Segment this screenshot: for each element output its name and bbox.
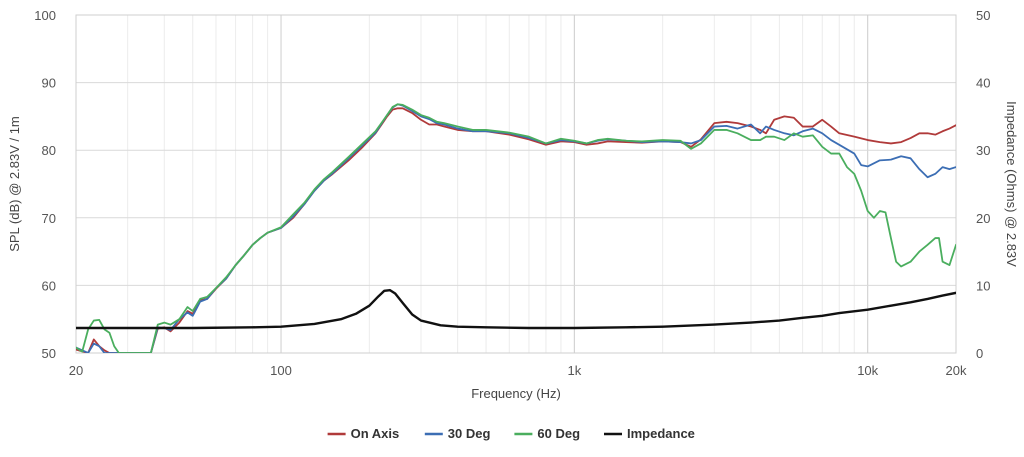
right-y-tick-label: 30	[976, 143, 990, 158]
x-tick-label: 20k	[946, 363, 967, 378]
left-y-axis-title: SPL (dB) @ 2.83V / 1m	[7, 116, 22, 252]
legend-item-30-deg[interactable]: 30 Deg	[424, 426, 491, 441]
legend[interactable]: On Axis 30 Deg 60 Deg Impedance	[327, 426, 695, 441]
legend-item-60-deg[interactable]: 60 Deg	[514, 426, 580, 441]
plot-area-border	[75, 14, 957, 354]
right-y-tick-label: 0	[976, 346, 983, 361]
x-tick-label: 20	[69, 363, 83, 378]
left-y-tick-label: 80	[42, 143, 56, 158]
left-y-tick-label: 90	[42, 76, 56, 91]
right-y-axis-title: Impedance (Ohms) @ 2.83V	[1004, 101, 1019, 267]
x-tick-label: 10k	[857, 363, 878, 378]
right-y-tick-label: 20	[976, 211, 990, 226]
minor-gridlines	[127, 15, 869, 353]
left-y-tick-label: 70	[42, 211, 56, 226]
legend-label: Impedance	[627, 426, 695, 441]
right-y-tick-label: 50	[976, 8, 990, 23]
series-line-60-deg	[76, 103, 956, 353]
series-line-impedance	[76, 288, 956, 330]
legend-item-impedance[interactable]: Impedance	[604, 426, 695, 441]
x-tick-label: 100	[270, 363, 292, 378]
major-gridlines	[75, 14, 957, 354]
legend-label: On Axis	[351, 426, 400, 441]
left-y-tick-label: 50	[42, 346, 56, 361]
right-y-tick-label: 40	[976, 76, 990, 91]
tick-labels: 20 100 1k 10k 20k 50 60 70 80 90 100 0 10 20 30 40 50	[34, 8, 990, 378]
x-axis-title: Frequency (Hz)	[471, 386, 561, 401]
right-y-tick-label: 10	[976, 278, 990, 293]
legend-item-on-axis[interactable]: On Axis	[327, 426, 400, 441]
left-y-tick-label: 60	[42, 278, 56, 293]
series-lines	[76, 103, 956, 353]
left-y-tick-label: 100	[34, 8, 56, 23]
x-tick-label: 1k	[567, 363, 581, 378]
legend-label: 60 Deg	[537, 426, 580, 441]
legend-label: 30 Deg	[448, 426, 491, 441]
